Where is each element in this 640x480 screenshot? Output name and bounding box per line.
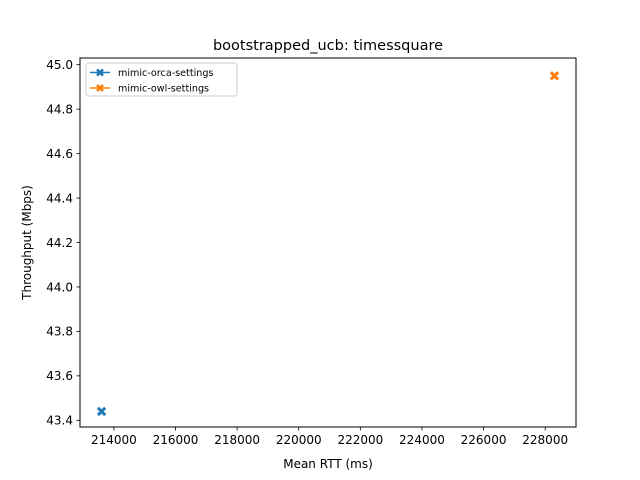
x-tick-label: 218000: [214, 433, 260, 447]
x-axis-label: Mean RTT (ms): [283, 457, 373, 471]
y-tick-label: 44.4: [46, 191, 73, 205]
y-tick-label: 43.6: [46, 369, 73, 383]
legend: mimic-orca-settings mimic-owl-settings: [85, 62, 238, 97]
x-tick-label: 216000: [153, 433, 199, 447]
x-axis: 214000 216000 218000 220000 222000 224000 2260…: [91, 427, 568, 447]
data-point-marker: [96, 406, 107, 417]
legend-marker: [96, 68, 104, 77]
y-tick-label: 43.4: [46, 414, 73, 428]
x-tick-label: 222000: [337, 433, 383, 447]
series-layer: [96, 71, 560, 417]
y-axis-label: Throughput (Mbps): [20, 185, 34, 301]
y-tick-label: 44.8: [46, 102, 73, 116]
y-axis: 43.4 43.6 43.8 44.0 44.2 44.4 44.6 44.8 45.0: [46, 58, 80, 428]
chart-title: bootstrapped_ucb: timessquare: [213, 38, 443, 54]
x-tick-label: 226000: [461, 433, 507, 447]
y-tick-label: 44.0: [46, 280, 73, 294]
x-tick-label: 220000: [276, 433, 322, 447]
data-point-marker: [549, 71, 560, 81]
plot-area: [79, 57, 577, 428]
y-tick-label: 44.2: [46, 236, 73, 250]
legend-label: mimic-orca-settings: [118, 68, 213, 79]
legend-box: [85, 62, 238, 97]
legend-marker: [96, 84, 104, 92]
y-tick-label: 43.8: [46, 325, 73, 339]
x-tick-label: 228000: [522, 433, 568, 447]
x-tick-label: 214000: [91, 433, 137, 447]
y-tick-label: 44.6: [46, 147, 73, 161]
y-tick-label: 45.0: [46, 58, 73, 72]
x-tick-label: 224000: [399, 433, 445, 447]
legend-label: mimic-owl-settings: [118, 83, 209, 94]
